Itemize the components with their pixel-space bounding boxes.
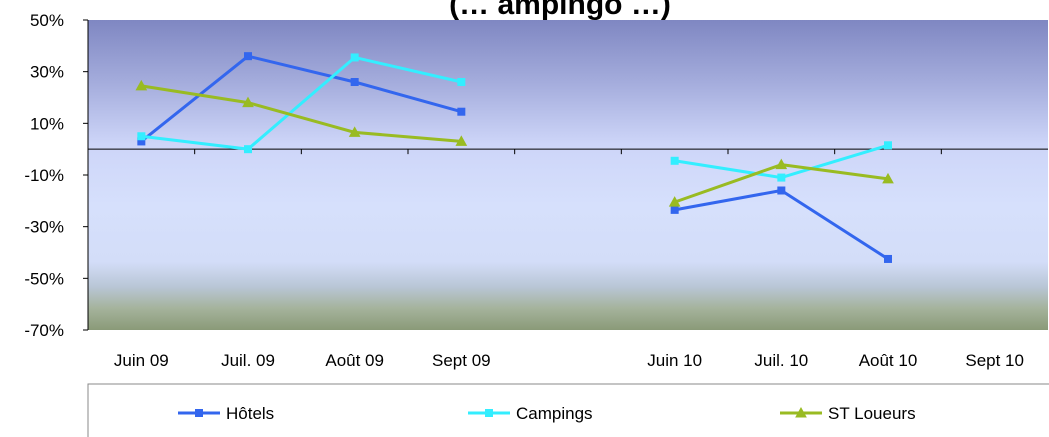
- legend-item-campings: Campings: [468, 404, 593, 423]
- data-point: [775, 158, 788, 170]
- data-point: [348, 126, 361, 137]
- x-axis-labels: Juin 09 Juil. 09 Août 09 Sept 09 Juin 10 Juil…: [114, 351, 1024, 370]
- data-point: [455, 135, 468, 146]
- chart-title: (… ampingo …): [449, 0, 671, 21]
- data-point: [670, 156, 679, 165]
- y-tick-label: -70%: [24, 321, 64, 340]
- series-line: [141, 55, 462, 151]
- legend-label: ST Loueurs: [828, 404, 916, 423]
- data-point: [244, 52, 252, 61]
- data-point: [777, 173, 786, 182]
- x-tick-label: Sept 09: [432, 351, 491, 370]
- data-point: [777, 186, 786, 195]
- data-point: [670, 205, 679, 214]
- y-tick-label: 50%: [30, 11, 64, 30]
- legend-swatch-marker: [485, 409, 493, 417]
- legend-item-st-loueurs: ST Loueurs: [780, 404, 916, 423]
- y-tick-label: -50%: [24, 269, 64, 288]
- data-point: [457, 107, 466, 116]
- data-point: [884, 141, 892, 150]
- y-axis-labels: 50% 30% 10% -10% -30% -50% -70%: [24, 11, 64, 340]
- legend-item-h-tels: Hôtels: [178, 404, 274, 423]
- legend-box: [87, 383, 1049, 437]
- x-axis-ticks: [194, 149, 942, 155]
- legend-swatch-marker: [195, 409, 203, 417]
- x-tick-label: Juil. 10: [754, 351, 808, 370]
- data-point: [135, 79, 148, 91]
- data-point: [242, 96, 254, 108]
- legend-label: Campings: [516, 404, 593, 423]
- x-tick-label: Juin 10: [647, 351, 702, 370]
- plot-area: [88, 20, 1048, 330]
- series-campings: [137, 53, 892, 182]
- data-point: [137, 137, 146, 146]
- data-point: [350, 78, 359, 86]
- y-tick-label: -30%: [24, 218, 64, 237]
- series-st-loueurs: [135, 79, 894, 207]
- data-point: [457, 78, 466, 86]
- x-tick-label: Août 09: [325, 351, 384, 370]
- y-tick-label: 10%: [30, 114, 64, 133]
- series-line: [140, 54, 462, 143]
- series-h-tels: [137, 52, 892, 263]
- data-point: [882, 172, 894, 184]
- y-tick-label: -10%: [24, 166, 64, 185]
- y-tick-label: 30%: [30, 63, 64, 82]
- x-tick-label: Sept 10: [965, 351, 1024, 370]
- x-tick-label: Juin 09: [114, 351, 169, 370]
- y-axis-ticks: [83, 19, 88, 331]
- data-point: [244, 145, 252, 154]
- x-tick-label: Août 10: [859, 351, 918, 370]
- data-point: [668, 196, 681, 207]
- legend-entries: Hôtels Campings ST Loueurs: [178, 404, 916, 423]
- legend-label: Hôtels: [226, 404, 274, 423]
- data-point: [350, 53, 359, 62]
- legend: Hôtels Campings ST Loueurs: [87, 383, 1049, 437]
- series-line: [141, 84, 462, 143]
- legend-swatch-marker: [795, 406, 807, 418]
- series-group: [135, 52, 894, 263]
- data-point: [884, 254, 892, 263]
- x-tick-label: Juil. 09: [221, 351, 275, 370]
- data-point: [137, 132, 146, 141]
